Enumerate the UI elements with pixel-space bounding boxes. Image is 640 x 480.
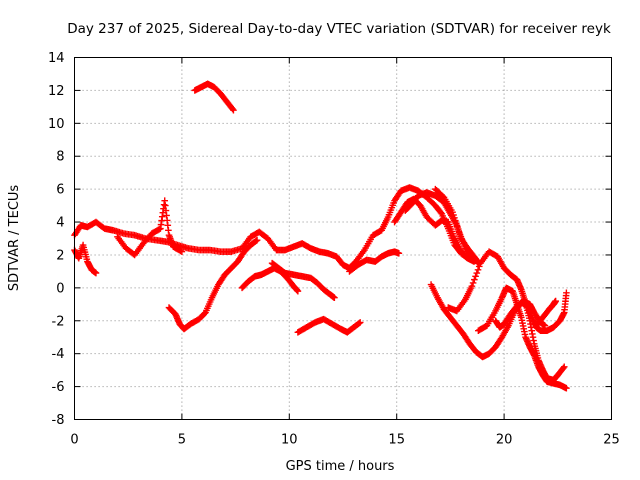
data-point — [177, 247, 184, 255]
plot-frame — [74, 57, 612, 420]
y-tick-label: 2 — [56, 248, 64, 263]
data-point — [474, 266, 482, 274]
data-point — [469, 279, 477, 287]
series-t1 — [71, 184, 478, 272]
x-tick-label: 10 — [281, 433, 298, 448]
data-point — [473, 269, 481, 277]
data-point — [230, 106, 237, 114]
series-t7 — [268, 259, 338, 302]
y-tick-label: 14 — [48, 51, 65, 66]
data-point — [560, 364, 567, 372]
data-point — [472, 273, 479, 280]
data-points — [71, 80, 570, 392]
series-t15 — [475, 284, 570, 392]
data-point — [468, 282, 476, 290]
data-point — [92, 269, 100, 277]
y-tick-label: 4 — [56, 216, 64, 231]
y-tick-label: -6 — [52, 380, 65, 395]
data-point — [294, 287, 302, 295]
y-tick-label: 10 — [48, 117, 65, 132]
series-t17 — [533, 297, 559, 330]
data-point — [471, 276, 478, 283]
x-tick-label: 20 — [496, 433, 513, 448]
data-point — [563, 384, 570, 392]
data-point — [356, 319, 364, 326]
y-tick-label: -2 — [52, 314, 65, 329]
y-tick-label: 12 — [48, 84, 65, 99]
y-tick-labels: -8 -6 -4 -2 0 2 4 6 8 10 12 14 — [48, 51, 65, 428]
series-t8 — [294, 315, 364, 336]
series-t4 — [191, 80, 237, 114]
data-point — [563, 289, 570, 297]
y-tick-label: -8 — [52, 413, 65, 428]
data-point — [395, 250, 403, 257]
y-tick-label: 6 — [56, 183, 64, 198]
chart-title: Day 237 of 2025, Sidereal Day-to-day VTE… — [67, 21, 611, 37]
series-t5 — [165, 236, 261, 333]
y-tick-label: 0 — [56, 281, 64, 296]
data-point — [331, 294, 338, 302]
data-point — [155, 226, 163, 233]
data-point — [253, 236, 261, 244]
data-point — [560, 363, 568, 371]
x-tick-label: 5 — [178, 433, 186, 448]
series-t2 — [71, 241, 100, 277]
x-tick-label: 25 — [603, 433, 620, 448]
data-point — [475, 263, 483, 270]
series-t9 — [346, 248, 403, 275]
data-point — [252, 237, 260, 245]
data-point — [541, 322, 549, 330]
x-tick-label: 15 — [388, 433, 405, 448]
series-t14 — [444, 248, 568, 384]
series-t3 — [114, 197, 186, 259]
data-point — [229, 105, 236, 113]
x-axis-label: GPS time / hours — [286, 459, 395, 474]
data-point — [178, 248, 186, 255]
x-tick-label: 0 — [70, 433, 78, 448]
y-tick-label: -4 — [52, 347, 65, 362]
grid-lines — [74, 57, 612, 420]
series-t6 — [238, 264, 302, 295]
series-t12 — [432, 185, 482, 265]
data-point — [355, 319, 363, 327]
x-tick-labels: 0 5 10 15 20 25 — [70, 433, 619, 448]
y-tick-label: 8 — [56, 150, 64, 165]
y-axis-label: SDTVAR / TECUs — [7, 185, 22, 292]
data-point — [552, 297, 559, 305]
